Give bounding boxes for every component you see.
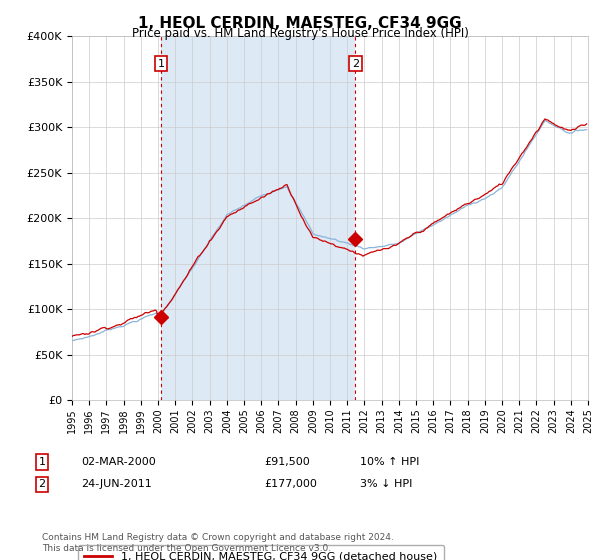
Text: Contains HM Land Registry data © Crown copyright and database right 2024.
This d: Contains HM Land Registry data © Crown c… bbox=[42, 533, 394, 553]
Text: 1: 1 bbox=[38, 457, 46, 467]
Text: £177,000: £177,000 bbox=[264, 479, 317, 489]
Text: 24-JUN-2011: 24-JUN-2011 bbox=[81, 479, 152, 489]
Text: 3% ↓ HPI: 3% ↓ HPI bbox=[360, 479, 412, 489]
Text: 1, HEOL CERDIN, MAESTEG, CF34 9GG: 1, HEOL CERDIN, MAESTEG, CF34 9GG bbox=[138, 16, 462, 31]
Text: Price paid vs. HM Land Registry's House Price Index (HPI): Price paid vs. HM Land Registry's House … bbox=[131, 27, 469, 40]
Legend: 1, HEOL CERDIN, MAESTEG, CF34 9GG (detached house), HPI: Average price, detached: 1, HEOL CERDIN, MAESTEG, CF34 9GG (detac… bbox=[77, 545, 444, 560]
Text: 2: 2 bbox=[38, 479, 46, 489]
Bar bbox=[161, 36, 355, 400]
Text: £91,500: £91,500 bbox=[264, 457, 310, 467]
Text: 1: 1 bbox=[157, 59, 164, 69]
Text: 02-MAR-2000: 02-MAR-2000 bbox=[81, 457, 156, 467]
Text: 10% ↑ HPI: 10% ↑ HPI bbox=[360, 457, 419, 467]
Text: 2: 2 bbox=[352, 59, 359, 69]
